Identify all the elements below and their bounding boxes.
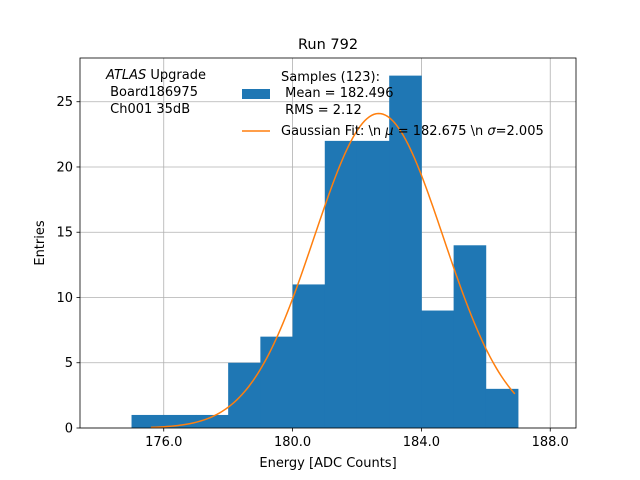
x-tick-label: 188.0 bbox=[532, 435, 569, 450]
legend-fit-suffix: =2.005 bbox=[496, 124, 544, 139]
histogram-bar bbox=[292, 284, 326, 428]
y-tick-label: 5 bbox=[65, 356, 73, 371]
histogram-bar bbox=[228, 362, 261, 428]
legend-hist-line-3: RMS = 2.12 bbox=[281, 103, 362, 118]
histogram-bar bbox=[260, 336, 293, 428]
histogram-bars bbox=[131, 75, 519, 428]
legend-fit-prefix: Gaussian Fit: \n bbox=[281, 124, 385, 139]
histogram-bar bbox=[131, 414, 165, 428]
x-tick-label: 176.0 bbox=[145, 435, 182, 450]
x-axis-ticks: 176.0 180.0 184.0 188.0 bbox=[145, 428, 569, 450]
legend-fit-sigma: σ bbox=[487, 124, 496, 139]
y-tick-label: 20 bbox=[56, 160, 73, 175]
chart-title: Run 792 bbox=[298, 37, 358, 53]
legend-fit-mu: μ bbox=[384, 124, 393, 139]
histogram-bar bbox=[421, 310, 455, 428]
annotation-atlas-label: ATLAS bbox=[105, 68, 146, 83]
legend-fit-mid: = 182.675 \n bbox=[394, 124, 488, 139]
y-tick-label: 10 bbox=[56, 291, 73, 306]
legend: Samples (123): Mean = 182.496 RMS = 2.12… bbox=[242, 70, 544, 139]
annotation-upgrade-label: Upgrade bbox=[146, 68, 206, 83]
x-axis-title: Energy [ADC Counts] bbox=[259, 456, 396, 471]
gaussian-fit-curve bbox=[150, 112, 516, 429]
histogram-bar bbox=[163, 414, 197, 428]
histogram-bar bbox=[356, 140, 390, 428]
y-tick-label: 25 bbox=[56, 95, 73, 110]
legend-hist-line-2: Mean = 182.496 bbox=[281, 86, 393, 101]
annotation-line-2: Board186975 bbox=[106, 85, 198, 100]
legend-fit-label: Gaussian Fit: \n μ = 182.675 \n σ=2.005 bbox=[281, 124, 544, 139]
legend-hist-line-1: Samples (123): bbox=[281, 70, 380, 85]
histogram-bar bbox=[389, 75, 422, 428]
atlas-annotation: ATLAS Upgrade Board186975 Ch001 35dB bbox=[105, 68, 206, 117]
y-tick-label: 15 bbox=[56, 226, 73, 241]
legend-hist-swatch bbox=[242, 89, 270, 99]
y-tick-label: 0 bbox=[65, 422, 73, 437]
x-tick-label: 180.0 bbox=[274, 435, 311, 450]
y-axis-title: Entries bbox=[33, 220, 48, 266]
plot-frame bbox=[79, 57, 577, 429]
histogram-bar bbox=[195, 414, 229, 428]
x-tick-label: 184.0 bbox=[403, 435, 440, 450]
histogram-bar bbox=[453, 245, 487, 428]
histogram-bar bbox=[324, 140, 358, 428]
histogram-bar bbox=[485, 388, 519, 428]
annotation-line-3: Ch001 35dB bbox=[106, 102, 190, 117]
y-axis-ticks: 0 5 10 15 20 25 bbox=[56, 95, 80, 437]
annotation-line-1: ATLAS Upgrade bbox=[105, 68, 206, 83]
